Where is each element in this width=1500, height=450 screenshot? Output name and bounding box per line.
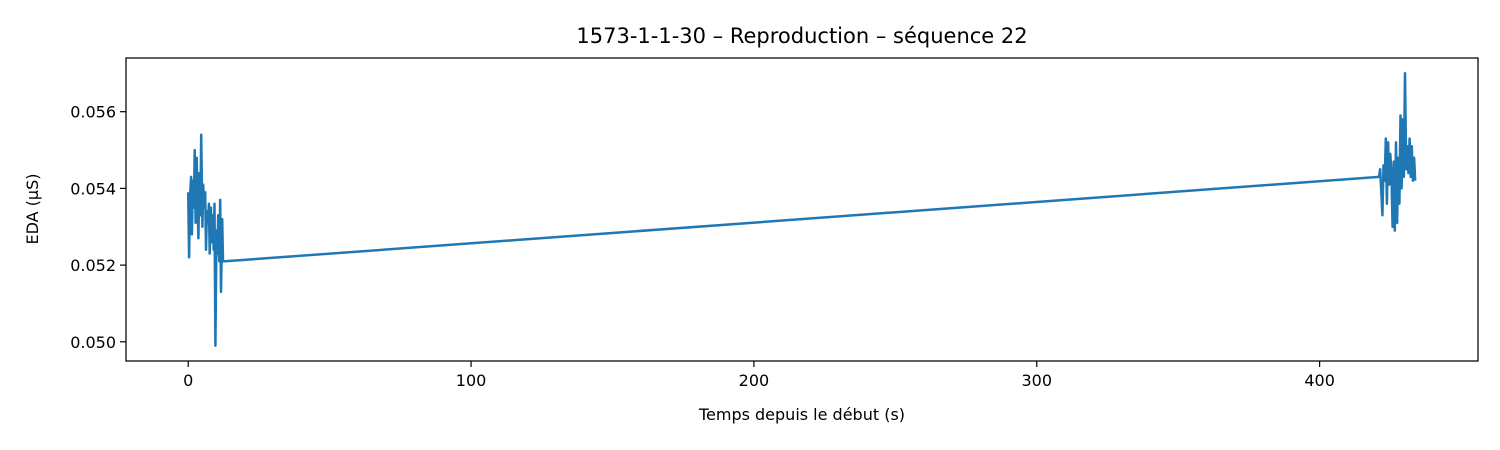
y-tick-label: 0.050 (70, 333, 116, 352)
eda-series-line (186, 72, 1417, 347)
x-tick-label: 200 (739, 371, 770, 390)
y-tick-label: 0.054 (70, 179, 116, 198)
x-axis-label: Temps depuis le début (s) (698, 405, 905, 424)
plot-series (186, 72, 1417, 347)
y-tick-label: 0.052 (70, 256, 116, 275)
plot-area-frame (125, 57, 1479, 362)
x-tick-label: 400 (1304, 371, 1335, 390)
y-axis-label: EDA (µS) (23, 174, 42, 245)
x-axis-ticks: 0 100 200 300 400 (183, 361, 1335, 390)
chart-title: 1573-1-1-30 – Reproduction – séquence 22 (576, 24, 1027, 48)
x-tick-label: 0 (183, 371, 193, 390)
x-tick-label: 300 (1021, 371, 1052, 390)
y-tick-label: 0.056 (70, 103, 116, 122)
y-axis-ticks: 0.050 0.052 0.054 0.056 (70, 103, 126, 352)
x-tick-label: 100 (456, 371, 487, 390)
